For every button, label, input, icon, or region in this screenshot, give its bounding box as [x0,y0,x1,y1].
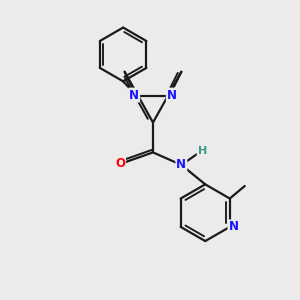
Text: N: N [176,158,186,171]
Text: N: N [228,220,239,233]
Text: N: N [167,88,177,102]
Text: N: N [129,88,139,102]
Text: O: O [115,157,125,170]
Text: H: H [198,146,207,157]
